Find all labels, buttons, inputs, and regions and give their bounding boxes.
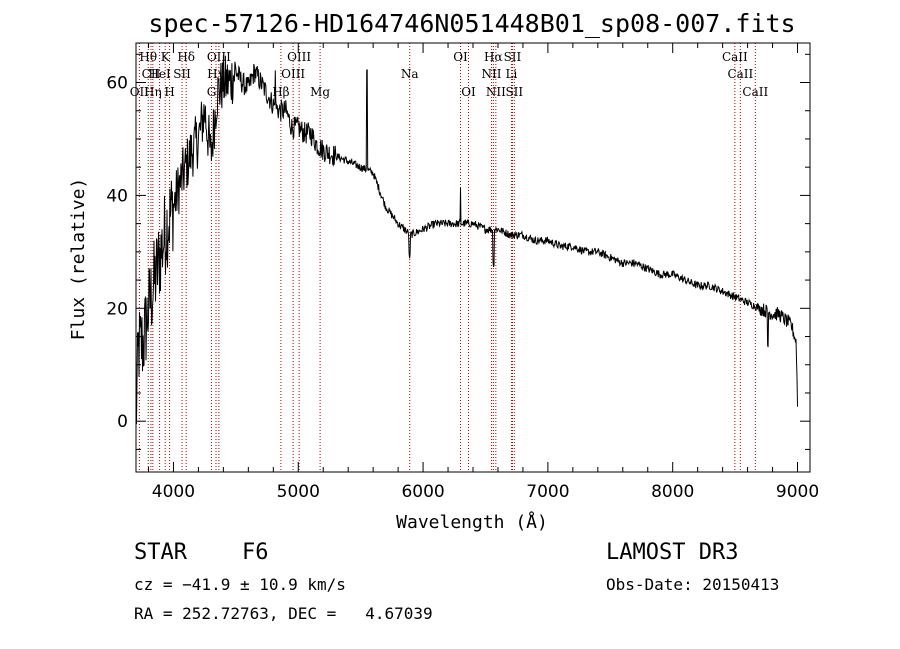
plot-frame (135, 42, 811, 473)
line-label: OI (453, 50, 468, 64)
line-label: Hβ (272, 85, 289, 99)
obs-date-readout: Obs-Date: 20150413 (606, 575, 780, 594)
line-label: HeI (148, 67, 171, 81)
emission-line-markers (138, 43, 756, 472)
line-label: CaII (742, 85, 768, 99)
line-label: Li (506, 67, 518, 81)
line-label: H (164, 85, 174, 99)
line-label: Hη (144, 85, 162, 99)
y-tick-label: 20 (106, 299, 128, 319)
line-label: G (207, 85, 217, 99)
coordinates-readout: RA = 252.72763, DEC = 4.67039 (134, 604, 433, 623)
x-tick-label: 4000 (152, 482, 195, 502)
line-label: K (161, 50, 171, 64)
x-axis-label: Wavelength (Å) (396, 511, 548, 533)
line-label: Hδ (177, 50, 195, 64)
line-label: OII (130, 85, 150, 99)
line-label: SII (505, 85, 523, 99)
x-tick-label: 5000 (277, 482, 320, 502)
x-tick-label: 9000 (776, 482, 819, 502)
x-tick-label: 8000 (651, 482, 694, 502)
survey-label: LAMOST DR3 (606, 540, 739, 565)
line-label: OIII (287, 50, 311, 64)
line-label: Mg (310, 85, 330, 99)
line-label: NII (486, 85, 506, 99)
line-label: NII (481, 67, 501, 81)
y-tick-label: 40 (106, 186, 128, 206)
y-tick-label: 0 (117, 412, 128, 432)
cz-readout: cz = −41.9 ± 10.9 km/s (134, 575, 346, 594)
y-axis-label: Flux (relative) (68, 178, 89, 341)
x-tick-label: 7000 (526, 482, 569, 502)
y-tick-label: 60 (106, 74, 128, 94)
line-label: OIII (207, 50, 231, 64)
line-label: Na (401, 67, 419, 81)
line-label: Hθ (139, 50, 157, 64)
axis-ticks: 4000 5000 6000 7000 8000 9000 0 20 40 60 (106, 43, 819, 502)
x-tick-label: 6000 (401, 482, 444, 502)
line-label: Hα (484, 50, 503, 64)
line-label: SII (173, 67, 191, 81)
class-label: STAR (134, 540, 187, 565)
line-label: CaII (727, 67, 753, 81)
chart-title: spec-57126-HD164746N051448B01_sp08-007.f… (148, 9, 795, 38)
line-label: CaII (722, 50, 748, 64)
line-label: OI (461, 85, 476, 99)
spectrum-line (135, 55, 798, 425)
line-label: OIII (281, 67, 305, 81)
line-label: SII (504, 50, 522, 64)
subclass-label: F6 (242, 540, 269, 565)
line-label: CII (142, 67, 161, 81)
